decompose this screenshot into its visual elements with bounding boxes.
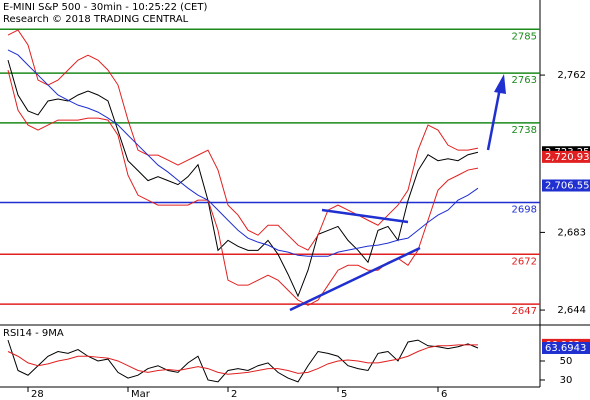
indicator-line	[7, 69, 479, 306]
price-label-box	[542, 341, 590, 354]
x-tick-label: 6	[441, 389, 447, 400]
forecast-arrow	[486, 87, 502, 151]
price-label: 2,720.93	[545, 152, 590, 163]
chart-subtitle: Research © 2018 TRADING CENTRAL	[3, 14, 189, 25]
y-tick-label: 2,644	[557, 305, 586, 316]
rsi-line	[7, 344, 479, 375]
trendline	[321, 208, 409, 224]
price-label-box	[542, 179, 590, 192]
level-label: 2698	[512, 205, 537, 216]
rsi-title: RSI14 - 9MA	[3, 328, 64, 339]
rsi-tick-label: 30	[560, 375, 573, 386]
x-tick-label: 28	[31, 389, 44, 400]
level-label: 2647	[512, 306, 537, 317]
price-label: 2,706.55	[545, 181, 590, 192]
level-label: 2738	[512, 125, 537, 136]
indicator-line	[7, 49, 479, 257]
indicator-line	[7, 29, 479, 251]
forecast-arrow-head	[494, 74, 506, 94]
y-tick-label: 2,762	[557, 70, 586, 81]
rsi-tick-label: 50	[560, 356, 573, 367]
marks: 28 Mar 2 5 6 2,762 2,683 2,644 50 30 2785 2763 2738 2…	[0, 28, 590, 400]
price-label: 63.6943	[545, 343, 586, 354]
level-label: 2785	[512, 31, 537, 42]
level-label: 2672	[512, 256, 537, 267]
x-tick-label: 2	[231, 389, 237, 400]
chart-title: E-MINI S&P 500 - 30min - 10:25:22 (CET)	[3, 2, 207, 13]
rsi-line	[7, 339, 479, 383]
x-tick-label: Mar	[131, 389, 151, 400]
trendline	[289, 246, 421, 312]
price-label-box	[542, 150, 590, 163]
y-tick-label: 2,683	[557, 227, 586, 238]
x-tick-label: 5	[341, 389, 347, 400]
price-line	[7, 60, 479, 298]
level-label: 2763	[512, 75, 537, 86]
